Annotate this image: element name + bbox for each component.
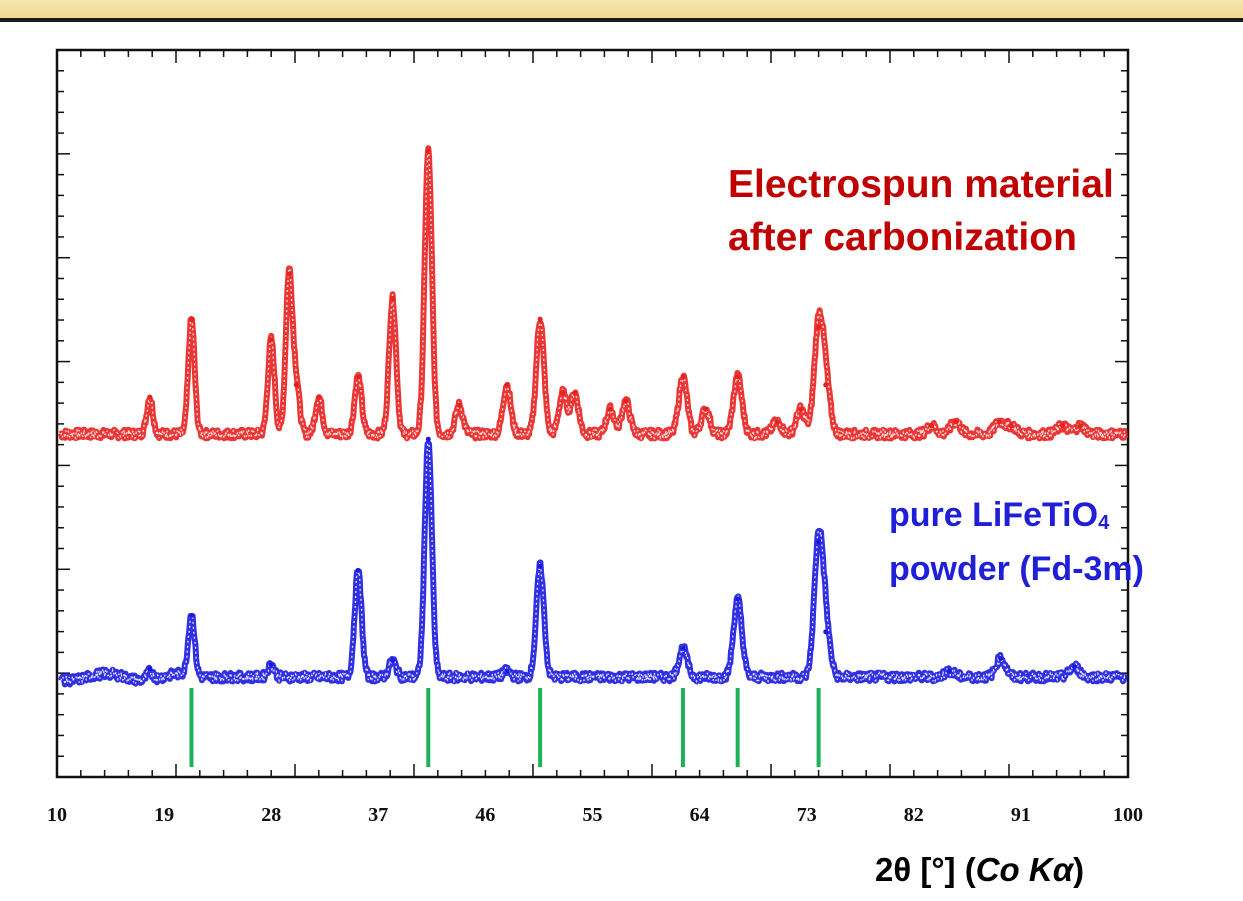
series-label-electrospun-line1: Electrospun material bbox=[728, 163, 1114, 206]
x-tick-label: 64 bbox=[690, 804, 710, 826]
peak-point bbox=[504, 382, 510, 388]
peak-point bbox=[1060, 423, 1066, 429]
peak-point bbox=[623, 398, 629, 404]
peak-point bbox=[316, 394, 322, 400]
x-tick-label: 91 bbox=[1011, 804, 1031, 826]
x-axis-label: 2θ [°] (Co Kα) bbox=[875, 851, 1084, 888]
x-tick-label: 82 bbox=[904, 804, 924, 826]
peak-point bbox=[147, 666, 153, 672]
peak-point bbox=[774, 419, 780, 425]
peak-point bbox=[998, 656, 1004, 662]
peak-point bbox=[996, 419, 1002, 425]
plot-border bbox=[55, 48, 1130, 779]
peak-point bbox=[929, 423, 935, 429]
peak-point bbox=[703, 406, 709, 412]
series-1 bbox=[57, 436, 1128, 688]
peak-point bbox=[823, 382, 829, 388]
peak-point bbox=[572, 390, 578, 396]
peak-point bbox=[147, 394, 153, 400]
series-0 bbox=[58, 145, 1129, 442]
x-axis-label-part3: ) bbox=[1073, 851, 1084, 888]
plot-frame bbox=[55, 48, 1130, 779]
peak-point bbox=[390, 658, 396, 664]
x-tick-label: 28 bbox=[261, 804, 281, 826]
x-tick-label: 73 bbox=[797, 804, 817, 826]
series-label-lifetio4-line2: powder (Fd-3m) bbox=[889, 550, 1144, 588]
peak-point bbox=[537, 316, 543, 322]
peak-point bbox=[947, 668, 952, 674]
peak-point bbox=[816, 539, 822, 545]
peak-point bbox=[188, 316, 194, 322]
peak-point bbox=[735, 596, 741, 602]
peak-point bbox=[188, 613, 194, 618]
peak-point bbox=[1077, 423, 1083, 429]
peak-point bbox=[816, 324, 822, 330]
peak-point bbox=[425, 436, 431, 442]
peak-point bbox=[952, 419, 958, 425]
series-label-lifetio4-main: pure LiFeTiO bbox=[889, 496, 1098, 534]
peak-point bbox=[355, 567, 361, 573]
series-label-lifetio4-line1: pure LiFeTiO4 bbox=[889, 496, 1110, 534]
series-layer bbox=[57, 145, 1129, 688]
x-tick-label: 19 bbox=[154, 804, 174, 826]
peak-point bbox=[286, 271, 292, 277]
slide-title-bar bbox=[0, 0, 1243, 22]
peak-point bbox=[735, 374, 741, 380]
series-label-electrospun-line2: after carbonization bbox=[728, 216, 1077, 259]
peak-point bbox=[268, 337, 274, 343]
peak-point bbox=[425, 148, 431, 154]
x-tick-label: 55 bbox=[583, 804, 603, 826]
x-tick-labels: 10 19 28 37 46 55 64 73 82 91 100 bbox=[47, 804, 1143, 826]
peak-point bbox=[680, 374, 686, 380]
peak-point bbox=[456, 402, 462, 408]
x-axis-label-part1: 2θ [°] ( bbox=[875, 851, 976, 888]
peak-point bbox=[355, 374, 361, 380]
peak-point bbox=[560, 390, 566, 396]
x-tick-label: 46 bbox=[475, 804, 495, 826]
axis-ticks bbox=[56, 49, 1129, 778]
peak-point bbox=[268, 662, 274, 668]
series-label-lifetio4-subscript: 4 bbox=[1098, 512, 1110, 534]
peak-point bbox=[504, 668, 510, 674]
x-axis-label-part2: Co Kα bbox=[976, 851, 1075, 888]
peak-point bbox=[1071, 664, 1077, 670]
peak-point bbox=[680, 645, 686, 651]
x-tick-label: 100 bbox=[1113, 804, 1143, 826]
peak-point bbox=[823, 629, 829, 635]
x-tick-label: 10 bbox=[47, 804, 67, 826]
reference-lines bbox=[189, 688, 821, 767]
peak-point bbox=[537, 563, 543, 569]
peak-point bbox=[1008, 423, 1014, 429]
x-tick-label: 37 bbox=[368, 804, 388, 826]
peak-point bbox=[293, 382, 299, 388]
peak-point bbox=[607, 406, 613, 412]
peak-point bbox=[390, 296, 396, 302]
peak-point bbox=[798, 406, 804, 412]
series-marker-overlay bbox=[60, 148, 1126, 441]
